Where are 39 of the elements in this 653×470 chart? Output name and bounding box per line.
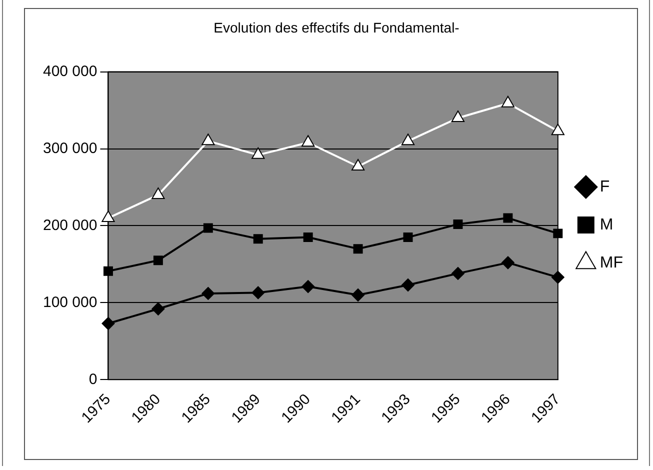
point <box>252 147 265 159</box>
point <box>553 228 563 238</box>
y-tick-label: 100 000 <box>42 294 98 311</box>
point <box>253 234 263 244</box>
point <box>302 280 315 294</box>
point <box>353 244 363 254</box>
legend-label: MF <box>600 254 624 272</box>
point <box>503 213 513 223</box>
point <box>302 135 315 147</box>
point <box>153 256 163 266</box>
point <box>152 187 165 199</box>
point <box>401 134 415 146</box>
point <box>103 266 113 276</box>
point <box>352 288 365 302</box>
point <box>501 96 514 108</box>
y-tick-label: 200 000 <box>42 216 98 234</box>
chart-title: Evolution des effectifs du Fondamental- <box>214 19 460 36</box>
point <box>451 266 464 280</box>
point <box>501 256 514 270</box>
point <box>152 302 165 316</box>
point <box>102 210 115 222</box>
point <box>451 110 465 122</box>
point <box>102 316 115 330</box>
point <box>402 278 415 292</box>
point <box>202 134 215 146</box>
point <box>252 286 265 300</box>
point <box>551 124 564 136</box>
y-tick-label: 300 000 <box>42 140 98 157</box>
point <box>203 223 213 233</box>
y-tick-label: 400 000 <box>42 62 98 80</box>
point <box>453 219 463 229</box>
legend-label: F <box>600 178 610 196</box>
point <box>202 286 215 300</box>
legend-label: M <box>600 216 614 234</box>
point <box>351 158 365 170</box>
point <box>551 270 564 284</box>
y-tick-label: 0 <box>88 370 98 388</box>
point <box>303 232 313 242</box>
point <box>403 232 413 242</box>
